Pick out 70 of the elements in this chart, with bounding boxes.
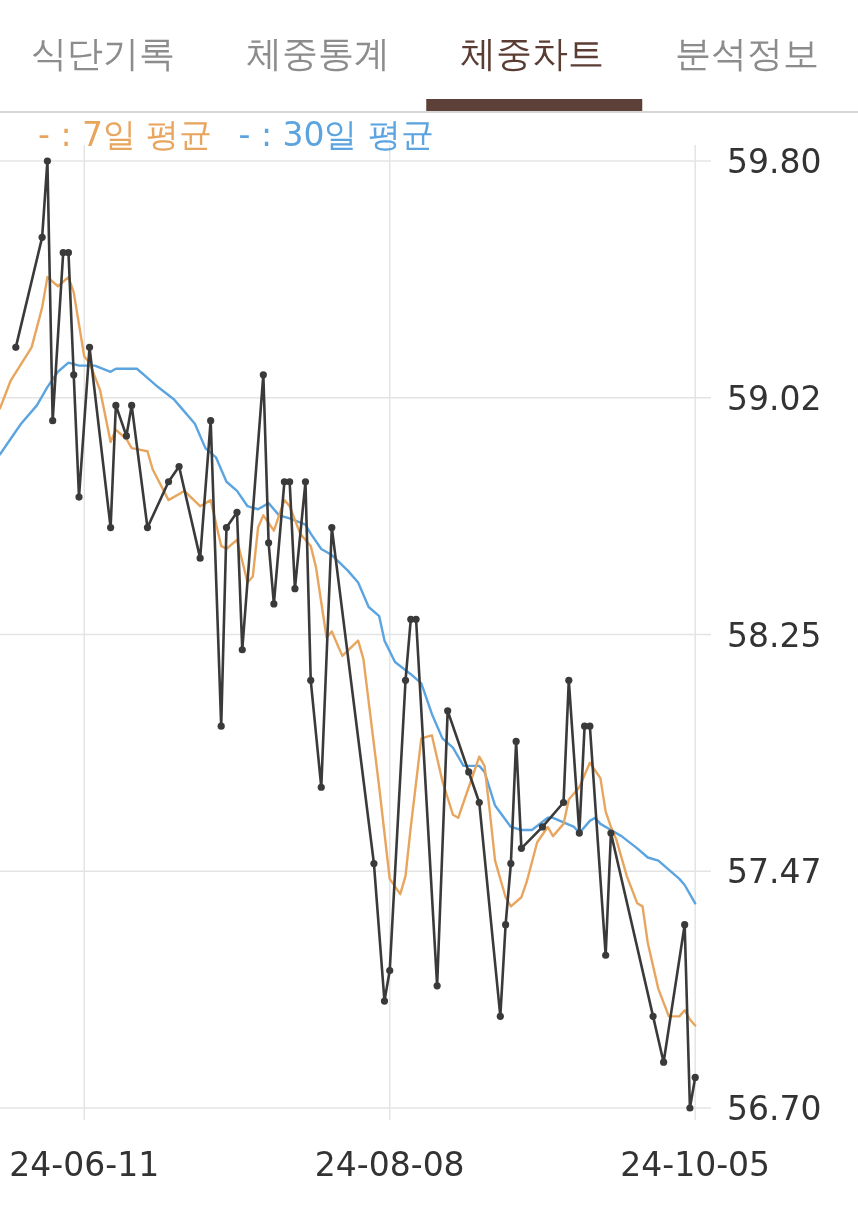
point — [565, 676, 573, 684]
point — [660, 1058, 668, 1066]
point — [691, 1073, 699, 1082]
text: 분석정보 — [674, 33, 819, 74]
point — [517, 844, 525, 852]
x-tick-label: 24-10-05 — [620, 1145, 771, 1184]
point — [502, 921, 510, 929]
point — [286, 478, 294, 486]
point — [370, 860, 378, 868]
point — [586, 722, 594, 730]
point — [196, 554, 204, 562]
point — [433, 982, 441, 990]
point — [512, 737, 520, 746]
x-tick-label: 24-08-08 — [314, 1145, 465, 1184]
y-tick-label: 59.02 — [727, 378, 822, 418]
point — [122, 432, 130, 440]
point — [575, 829, 583, 837]
y-tick-label: 56.70 — [727, 1089, 822, 1128]
point — [164, 478, 173, 486]
point — [386, 966, 394, 975]
point — [401, 676, 410, 684]
text: 체중차트 — [460, 33, 605, 74]
point — [380, 997, 389, 1005]
point — [328, 523, 336, 532]
point — [507, 860, 515, 868]
point — [143, 523, 152, 532]
point — [12, 343, 20, 351]
point — [412, 615, 420, 623]
point — [270, 600, 278, 608]
point — [607, 829, 615, 837]
point — [265, 539, 273, 547]
point — [538, 823, 547, 831]
point — [43, 157, 51, 165]
point — [559, 798, 568, 807]
point — [602, 951, 610, 959]
y-tick-label: 59.80 — [727, 142, 822, 181]
point — [317, 783, 325, 791]
x-tick-label: 24-06-11 — [9, 1145, 160, 1184]
y-tick-label: 58.25 — [727, 615, 822, 655]
point — [175, 462, 183, 471]
point — [107, 523, 115, 532]
point — [217, 722, 225, 730]
point — [38, 233, 46, 241]
point — [259, 371, 267, 379]
point — [70, 371, 78, 379]
point — [291, 585, 299, 593]
point — [301, 478, 310, 486]
point — [128, 401, 136, 409]
point — [75, 493, 83, 501]
point — [238, 646, 246, 654]
text: 체중통계 — [245, 33, 390, 74]
point — [112, 401, 120, 409]
point — [64, 249, 73, 257]
point — [681, 921, 689, 929]
point — [85, 343, 94, 351]
text: - : 30일 평균 — [238, 115, 434, 154]
point — [444, 707, 452, 715]
point — [49, 417, 57, 425]
point — [465, 768, 473, 776]
point — [207, 417, 215, 425]
point — [649, 1012, 657, 1020]
text: 식단기록 — [31, 33, 176, 74]
point — [475, 798, 483, 807]
y-tick-label: 57.47 — [727, 852, 822, 892]
point — [496, 1012, 504, 1020]
point — [222, 523, 231, 532]
text: - : 7일 평균 — [38, 115, 213, 154]
point — [686, 1104, 694, 1112]
point — [233, 508, 241, 516]
point — [307, 676, 315, 684]
